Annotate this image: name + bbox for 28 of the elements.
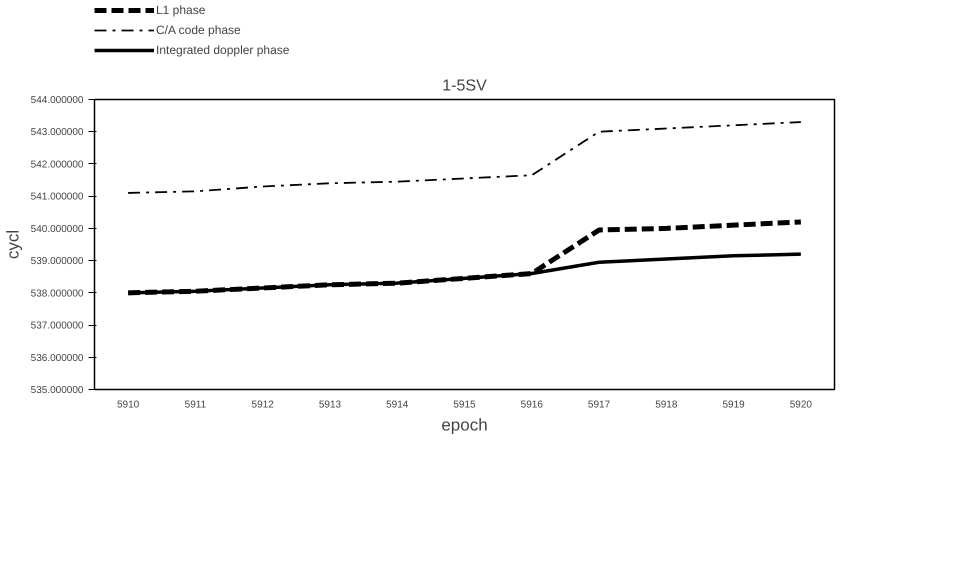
y-tick-label: 535.000000 [30,385,84,396]
y-tick-label: 538.000000 [30,288,84,300]
x-tick-label: 5914 [386,400,409,410]
legend-label: L1 phase [156,3,206,17]
x-tick-label: 5912 [252,400,274,410]
x-tick-label: 5915 [453,400,476,410]
x-tick-label: 5910 [117,400,140,410]
y-tick-label: 539.000000 [30,256,84,268]
y-tick-label: 537.000000 [30,320,84,332]
x-tick-label: 5917 [588,400,611,410]
y-tick-label: 541.000000 [30,192,84,203]
x-tick-label: 5919 [722,400,746,410]
y-tick-label: 542.000000 [30,159,84,170]
y-tick-label: 543.000000 [30,127,84,138]
y-tick-label: 544.000000 [30,95,84,106]
y-tick-label: 540.000000 [30,224,84,235]
legend-label: Integrated doppler phase [156,43,290,57]
x-tick-label: 5916 [520,400,544,410]
chart-title: 1-5SV [442,78,488,94]
y-axis-title: cycl [4,230,23,260]
x-tick-label: 5913 [318,400,342,410]
y-tick-label: 536.000000 [30,352,84,364]
legend-label: C/A code phase [156,23,241,37]
x-axis-title: epoch [441,416,488,434]
x-tick-label: 5920 [790,400,812,410]
line-series [127,121,802,194]
x-tick-label: 5918 [655,400,678,410]
x-tick-label: 5911 [184,400,207,410]
